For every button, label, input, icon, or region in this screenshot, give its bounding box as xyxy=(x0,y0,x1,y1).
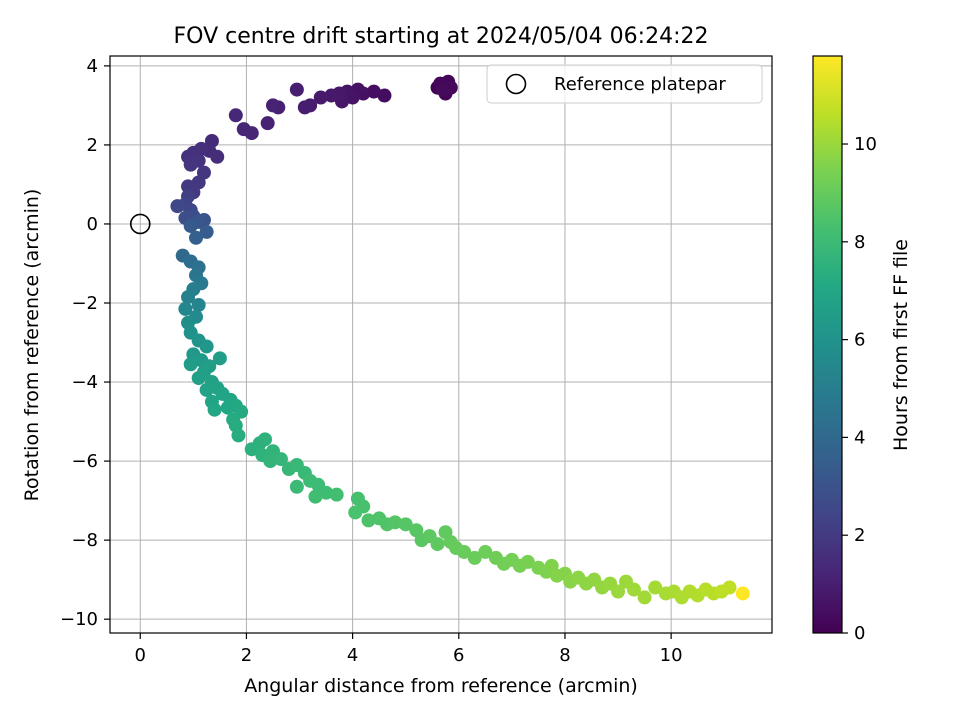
data-point xyxy=(637,590,652,605)
data-point xyxy=(178,301,193,316)
data-point xyxy=(348,505,363,520)
y-tick-label: −4 xyxy=(71,372,98,393)
colorbar-tick-label: 2 xyxy=(854,525,865,546)
data-point xyxy=(258,432,273,447)
data-point xyxy=(273,452,288,467)
reference-marker xyxy=(129,213,151,235)
data-point xyxy=(183,157,198,172)
data-point xyxy=(263,454,278,469)
data-point xyxy=(722,580,737,595)
y-tick-label: −6 xyxy=(71,451,98,472)
data-point xyxy=(398,517,413,532)
legend-box xyxy=(486,64,763,104)
y-tick-label: 0 xyxy=(87,214,98,235)
y-tick-label: −10 xyxy=(60,609,98,630)
colorbar-tick-label: 4 xyxy=(854,427,865,448)
scatter-points xyxy=(170,74,750,605)
colorbar-tick-label: 6 xyxy=(854,330,865,351)
x-tick-label: 6 xyxy=(453,645,464,666)
data-point xyxy=(183,218,198,233)
data-point xyxy=(199,382,214,397)
data-point xyxy=(189,230,204,245)
data-point xyxy=(265,98,280,113)
data-point xyxy=(329,487,344,502)
data-point xyxy=(611,584,626,599)
data-point xyxy=(648,580,663,595)
colorbar-label: Hours from first FF file xyxy=(890,239,912,451)
data-point xyxy=(260,116,275,131)
colorbar: 0 2 4 6 8 10 Hours from first FF file xyxy=(812,55,912,644)
data-point xyxy=(313,90,328,105)
data-point xyxy=(324,88,339,103)
y-tick-label: 4 xyxy=(87,56,98,77)
data-point xyxy=(181,290,196,305)
data-point xyxy=(170,199,185,214)
data-point xyxy=(735,586,750,601)
data-point xyxy=(228,108,243,123)
data-point xyxy=(366,84,381,99)
y-tick-label: −8 xyxy=(71,530,98,551)
data-point xyxy=(191,297,206,312)
y-tick-label: −2 xyxy=(71,293,98,314)
data-point xyxy=(231,428,246,443)
x-tick-label: 2 xyxy=(241,645,252,666)
colorbar-tick-label: 8 xyxy=(854,232,865,253)
data-point xyxy=(236,122,251,137)
y-axis-ticks: 4 2 0 −2 −4 −6 −8 −10 xyxy=(60,56,110,630)
data-point xyxy=(207,402,222,417)
x-axis-ticks: 0 2 4 6 8 10 xyxy=(135,633,683,666)
data-point xyxy=(626,582,641,597)
reference-point xyxy=(129,213,151,235)
data-point xyxy=(457,544,472,559)
data-point xyxy=(361,513,376,528)
data-point xyxy=(183,357,198,372)
data-point xyxy=(467,550,482,565)
data-point xyxy=(199,224,214,239)
x-axis-label: Angular distance from reference (arcmin) xyxy=(244,675,638,697)
data-point xyxy=(199,339,214,354)
x-tick-label: 0 xyxy=(135,645,146,666)
data-point xyxy=(435,82,450,97)
colorbar-ticks: 0 2 4 6 8 10 xyxy=(842,134,877,644)
colorbar-gradient xyxy=(812,55,843,634)
x-tick-label: 4 xyxy=(347,645,358,666)
data-point xyxy=(478,544,493,559)
colorbar-tick-label: 10 xyxy=(854,134,877,155)
y-axis-label: Rotation from reference (arcmin) xyxy=(21,189,43,502)
data-point xyxy=(210,149,225,164)
data-point xyxy=(289,82,304,97)
grid-lines xyxy=(110,56,772,633)
colorbar-tick-label: 0 xyxy=(854,623,865,644)
plot-frame xyxy=(109,55,773,634)
y-tick-label: 2 xyxy=(87,135,98,156)
plot-area: 0 2 4 6 8 10 4 2 0 −2 −4 −6 −8 −10 xyxy=(60,55,773,666)
legend-entry-label: Reference platepar xyxy=(554,74,726,95)
data-point xyxy=(191,371,206,386)
data-point xyxy=(430,537,445,552)
data-point xyxy=(212,351,227,366)
data-point xyxy=(388,515,403,530)
x-tick-label: 8 xyxy=(559,645,570,666)
x-tick-label: 10 xyxy=(660,645,683,666)
data-point xyxy=(319,485,334,500)
legend: Reference platepar xyxy=(486,64,763,104)
data-point xyxy=(289,479,304,494)
chart-title: FOV centre drift starting at 2024/05/04 … xyxy=(174,24,709,49)
data-point xyxy=(297,100,312,115)
data-point xyxy=(308,489,323,504)
data-point xyxy=(377,88,392,103)
data-point xyxy=(520,554,535,569)
legend-marker-open-circle xyxy=(505,73,527,95)
